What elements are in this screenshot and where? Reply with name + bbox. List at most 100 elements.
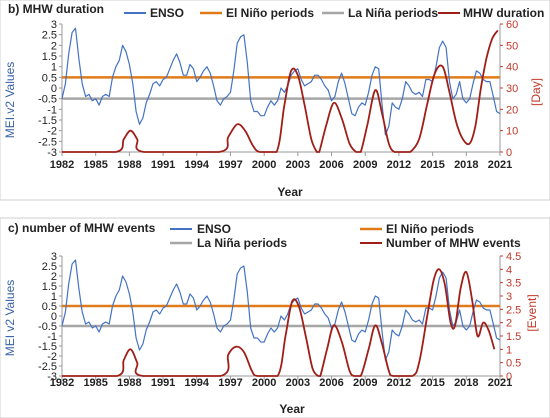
- right-tick-label: 50: [506, 40, 518, 52]
- left-tick-label: 2: [51, 40, 57, 52]
- x-tick-label: 1985: [83, 159, 107, 171]
- left-tick-label: -1: [47, 104, 57, 116]
- panel-c-ylabel-right: [Event]: [525, 294, 539, 331]
- legend-b-mhw-label: MHW duration: [463, 6, 544, 20]
- panel-b-title: b) MHW duration: [8, 2, 104, 16]
- x-tick-label: 2000: [252, 377, 276, 389]
- left-tick-label: -2: [47, 351, 57, 363]
- x-tick-label: 2009: [353, 377, 377, 389]
- right-tick-label: 40: [506, 62, 518, 74]
- legend-c-elnino-label: El Niño periods: [386, 222, 474, 236]
- x-tick-label: 2018: [454, 159, 478, 171]
- panel-c-xlabel: Year: [279, 402, 305, 416]
- x-tick-label: 1988: [117, 377, 141, 389]
- left-tick-label: 2.5: [42, 261, 57, 273]
- panel-c-legend: ENSO El Niño periods La Niña periods Num…: [170, 222, 521, 250]
- right-tick-label: 0.5: [506, 358, 521, 370]
- x-tick-label: 2012: [387, 377, 411, 389]
- x-tick-label: 2003: [286, 159, 310, 171]
- left-tick-label: 1: [51, 291, 57, 303]
- right-tick-label: 2.5: [506, 304, 521, 316]
- panel-c-x-axis: 1982 1985 1988 1991 1994 1997 2000 2003 2006 2009…: [50, 376, 512, 389]
- x-tick-label: 2015: [420, 377, 444, 389]
- panel-b-legend: ENSO El Niño periods La Niña periods MHW…: [124, 6, 544, 20]
- left-tick-label: -2.5: [38, 136, 57, 148]
- panel-b: b) MHW duration ENSO El Niño periods La …: [0, 0, 550, 201]
- mhw-series-line: [62, 268, 496, 377]
- left-tick-label: -1.5: [38, 341, 57, 353]
- x-tick-label: 1994: [185, 377, 210, 389]
- panel-b-right-axis: 60 50 40 30 20 10 0: [500, 19, 518, 159]
- x-tick-label: 2006: [319, 159, 343, 171]
- left-tick-label: 2: [51, 271, 57, 283]
- right-tick-label: 0: [506, 371, 512, 383]
- right-tick-label: 0: [506, 147, 512, 159]
- x-tick-label: 1994: [185, 159, 210, 171]
- legend-b-enso-label: ENSO: [150, 6, 184, 20]
- x-tick-label: 2021: [488, 159, 512, 171]
- panel-b-ylabel: MEI.v2 Values: [3, 62, 17, 138]
- x-tick-label: 1982: [50, 159, 74, 171]
- right-tick-label: 3: [506, 291, 512, 303]
- x-tick-label: 1988: [117, 159, 141, 171]
- panel-b-ylabel-right: [Day]: [529, 78, 543, 106]
- panel-c-right-axis: 4.54 3.532.5 21.51 0.50: [500, 251, 521, 383]
- panel-c-left-axis: 32.521.510.50-0.5-1-1.5-2-2.5-3: [38, 251, 62, 383]
- legend-c-lanina-label: La Niña periods: [197, 236, 287, 250]
- left-tick-label: -3: [47, 371, 57, 383]
- legend-c-enso-label: ENSO: [197, 222, 231, 236]
- x-tick-label: 2009: [353, 159, 377, 171]
- x-tick-label: 2018: [454, 377, 478, 389]
- panel-c-series: [61, 259, 501, 377]
- panel-b-left-axis: 32.521.510.50-0.5-1-1.5-2-2.5-3: [38, 19, 62, 159]
- enso-series-line: [61, 259, 501, 361]
- legend-c-mhw-label: Number of MHW events: [386, 236, 521, 250]
- x-tick-label: 1997: [218, 159, 242, 171]
- left-tick-label: -1.5: [38, 115, 57, 127]
- right-tick-label: 30: [506, 83, 518, 95]
- panel-b-xlabel: Year: [277, 185, 303, 199]
- legend-b-lanina-label: La Niña periods: [348, 6, 438, 20]
- x-tick-label: 1985: [83, 377, 107, 389]
- left-tick-label: -0.5: [38, 94, 57, 106]
- left-tick-label: 0.5: [42, 72, 57, 84]
- legend-b-elnino-label: El Niño periods: [226, 6, 314, 20]
- left-tick-label: 0: [51, 83, 57, 95]
- x-tick-label: 2006: [319, 377, 343, 389]
- right-tick-label: 1: [506, 344, 512, 356]
- left-tick-label: -2: [47, 126, 57, 138]
- left-tick-label: -0.5: [38, 321, 57, 333]
- panel-b-series: [61, 27, 501, 153]
- left-tick-label: 3: [51, 251, 57, 263]
- right-tick-label: 10: [506, 126, 518, 138]
- left-tick-label: -2.5: [38, 361, 57, 373]
- x-tick-label: 2015: [420, 159, 444, 171]
- panel-c: c) number of MHW events ENSO El Niño per…: [0, 217, 550, 418]
- mhw-series-line: [61, 29, 499, 153]
- left-tick-label: 3: [51, 19, 57, 31]
- x-tick-label: 1991: [151, 159, 175, 171]
- enso-series-line: [61, 27, 501, 136]
- x-tick-label: 2012: [387, 159, 411, 171]
- left-tick-label: 0.5: [42, 301, 57, 313]
- x-tick-label: 2003: [286, 377, 310, 389]
- x-tick-label: 2021: [488, 377, 512, 389]
- panel-b-x-axis: 1982 1985 1988 1991 1994 1997 2000 2003 2006 2009…: [50, 152, 512, 171]
- right-tick-label: 60: [506, 19, 518, 31]
- right-tick-label: 2: [506, 318, 512, 330]
- x-tick-label: 1982: [50, 377, 74, 389]
- left-tick-label: 1: [51, 62, 57, 74]
- right-tick-label: 4: [506, 264, 512, 276]
- x-tick-label: 1991: [151, 377, 175, 389]
- right-tick-label: 3.5: [506, 278, 521, 290]
- left-tick-label: -3: [47, 147, 57, 159]
- left-tick-label: 1.5: [42, 51, 57, 63]
- left-tick-label: 0: [51, 311, 57, 323]
- panel-c-ylabel: MEI v2 Values: [3, 280, 17, 356]
- right-tick-label: 1.5: [506, 331, 521, 343]
- panel-c-title: c) number of MHW events: [8, 221, 156, 235]
- left-tick-label: -1: [47, 331, 57, 343]
- x-tick-label: 2000: [252, 159, 276, 171]
